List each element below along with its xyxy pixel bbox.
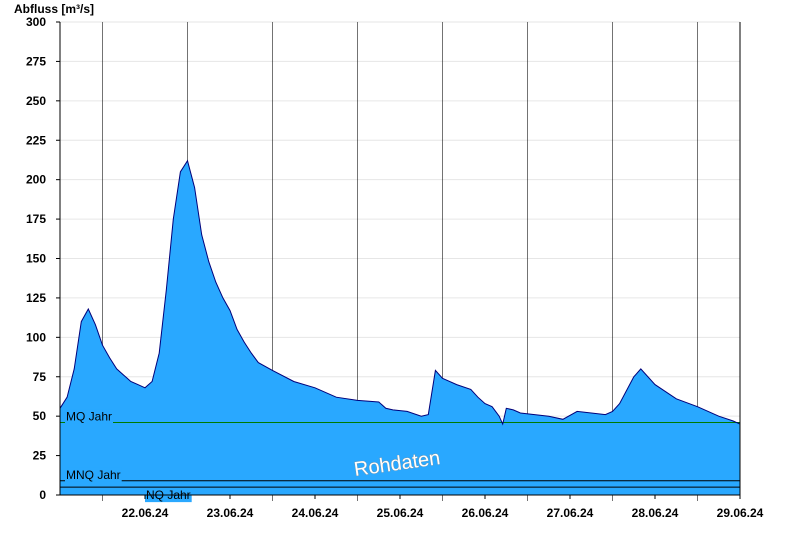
x-axis-ticks: 22.06.24 23.06.24 24.06.24 25.06.24 26.06.24… [122,495,764,520]
y-tick-label: 175 [26,212,46,226]
reference-label-bg [65,467,122,482]
discharge-area [60,160,740,495]
discharge-line [59,159,741,426]
reference-label-bg [65,409,114,424]
reference-label: MQ Jahr [66,409,112,423]
x-tick-label: 27.06.24 [547,506,594,520]
y-tick-label: 100 [26,330,46,344]
y-tick-label: 200 [26,173,46,187]
y-tick-label: 125 [26,291,46,305]
reference-label: MNQ Jahr [66,468,121,482]
y-tick-label: 275 [26,54,46,68]
y-tick-label: 300 [26,15,46,29]
y-tick-label: 25 [33,449,47,463]
y-tick-label: 150 [26,252,46,266]
x-tick-label: 22.06.24 [122,506,169,520]
y-tick-label: 0 [39,488,46,502]
y-tick-label: 225 [26,133,46,147]
x-tick-label: 29.06.24 [717,506,764,520]
y-tick-label: 50 [33,409,47,423]
y-tick-label: 250 [26,94,46,108]
y-axis-label: Abfluss [m³/s] [14,2,94,16]
x-tick-label: 23.06.24 [207,506,254,520]
x-tick-label: 28.06.24 [632,506,679,520]
y-tick-label: 75 [33,370,47,384]
x-tick-label: 26.06.24 [462,506,509,520]
x-tick-label: 25.06.24 [377,506,424,520]
x-tick-label: 24.06.24 [292,506,339,520]
y-axis-ticks: 0 25 50 75 100 125 150 175 200 225 250 275 300 [26,15,60,502]
